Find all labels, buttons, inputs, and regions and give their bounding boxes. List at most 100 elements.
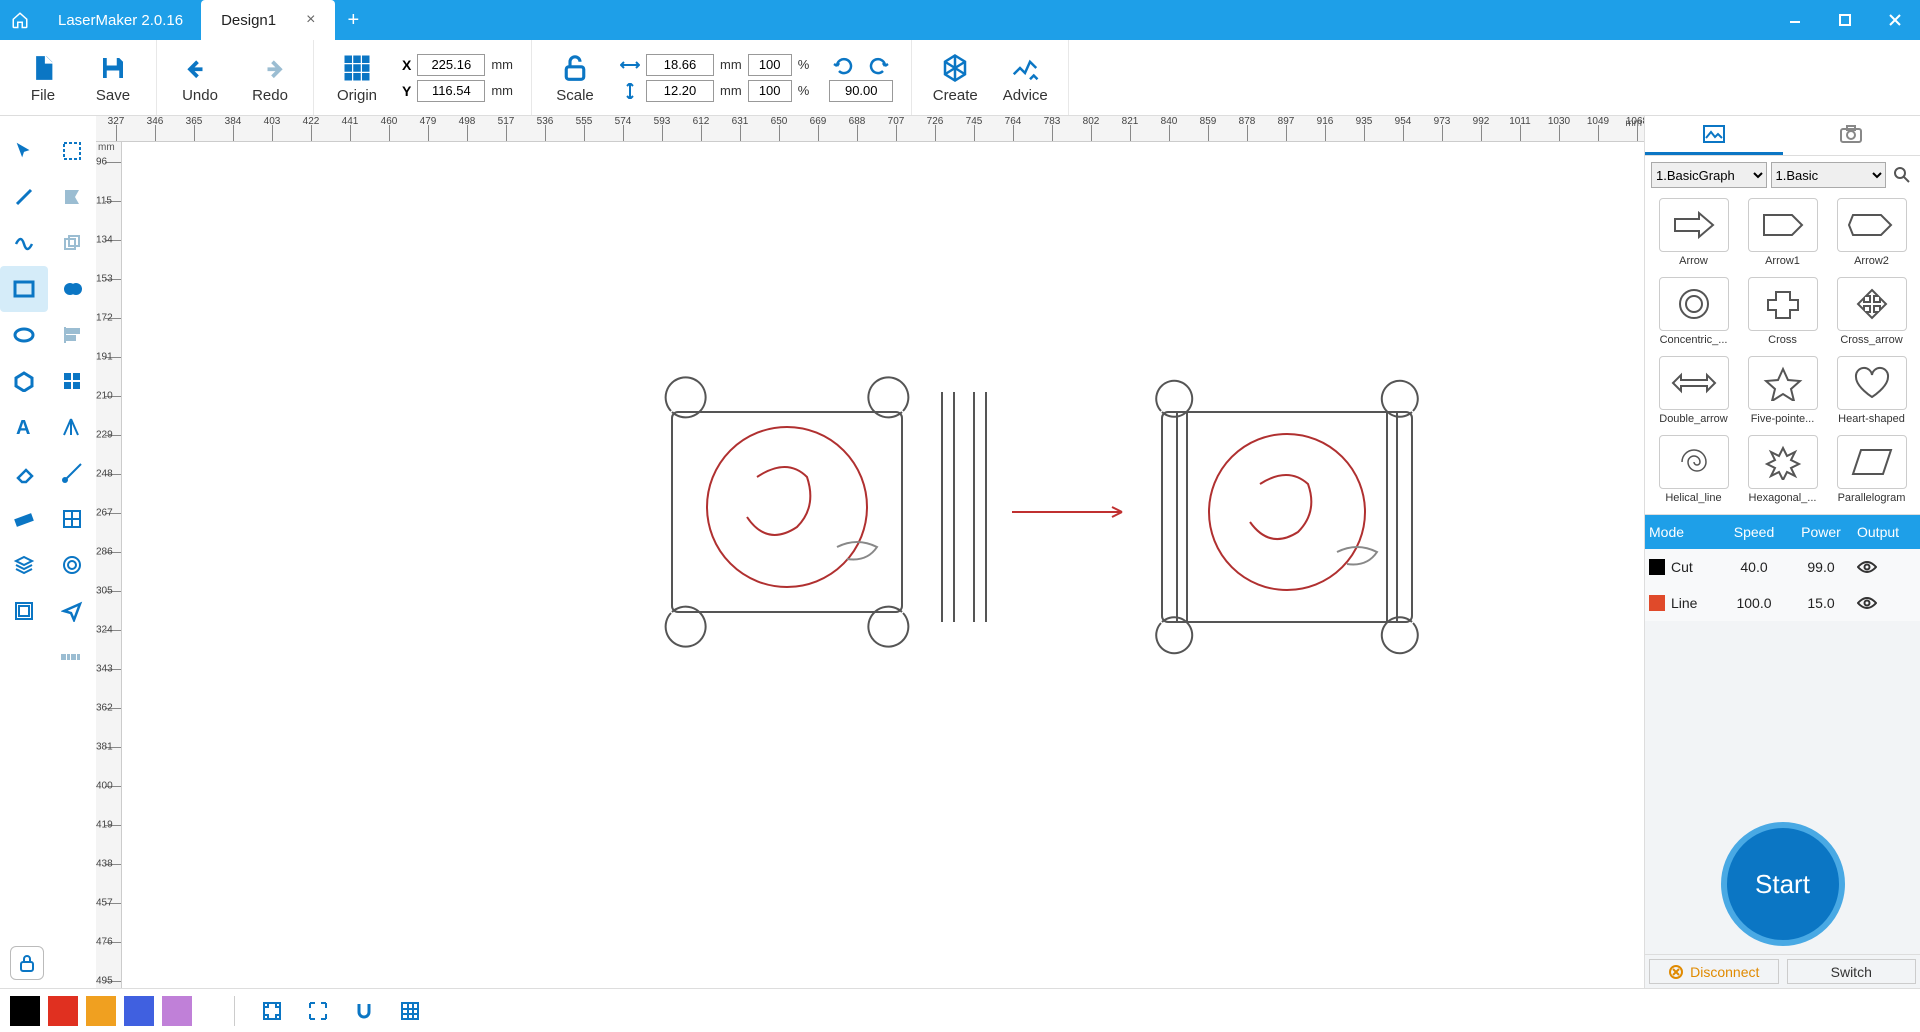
shape-fill-tool[interactable]	[48, 174, 96, 220]
rotation-input[interactable]	[829, 80, 893, 102]
width-icon	[620, 57, 640, 73]
fit-button[interactable]	[253, 992, 291, 1030]
position-inputs: Xmm Ymm	[392, 54, 523, 102]
redo-button[interactable]: Redo	[235, 51, 305, 104]
vertical-ruler: mm96115134153172191210229248267286305324…	[96, 142, 122, 988]
shape-arrow1[interactable]: Arrow1	[1740, 198, 1825, 273]
library-tab[interactable]	[1645, 116, 1783, 155]
shape-hexagonal-[interactable]: Hexagonal_...	[1740, 435, 1825, 510]
search-icon[interactable]	[1890, 163, 1914, 187]
close-window-button[interactable]	[1870, 0, 1920, 40]
x-input[interactable]	[417, 54, 485, 76]
tab-title: Design1	[221, 12, 276, 29]
polygon-tool[interactable]	[0, 358, 48, 404]
disconnect-button[interactable]: Disconnect	[1649, 959, 1779, 984]
mirror-tool[interactable]	[48, 404, 96, 450]
zoom-extents-button[interactable]	[299, 992, 337, 1030]
category-select-2[interactable]: 1.Basic	[1771, 162, 1887, 188]
align-left-tool[interactable]	[48, 312, 96, 358]
width-pct-input[interactable]	[748, 54, 792, 76]
origin-button[interactable]: Origin	[322, 51, 392, 104]
height-input[interactable]	[646, 80, 714, 102]
save-icon	[96, 51, 130, 85]
array-tool[interactable]	[48, 496, 96, 542]
shape-arrow[interactable]: Arrow	[1651, 198, 1736, 273]
shape-heart-shaped[interactable]: Heart-shaped	[1829, 356, 1914, 431]
path-edit-tool[interactable]	[48, 450, 96, 496]
rotate-group	[819, 54, 903, 102]
create-button[interactable]: Create	[920, 51, 990, 104]
document-tab[interactable]: Design1 ×	[201, 0, 335, 40]
frame-tool[interactable]	[0, 588, 48, 634]
rectangle-tool[interactable]	[0, 266, 48, 312]
layer-header: Mode Speed Power Output	[1645, 515, 1920, 549]
layer-row[interactable]: Cut40.099.0	[1645, 549, 1920, 585]
color-swatch[interactable]	[48, 996, 78, 1026]
shape-five-pointe-[interactable]: Five-pointe...	[1740, 356, 1825, 431]
color-swatch[interactable]	[124, 996, 154, 1026]
left-toolbar: A	[0, 116, 96, 988]
send-tool[interactable]	[48, 588, 96, 634]
switch-button[interactable]: Switch	[1787, 959, 1917, 984]
shape-cross[interactable]: Cross	[1740, 277, 1825, 352]
grid-button[interactable]	[391, 992, 429, 1030]
start-button[interactable]: Start	[1721, 822, 1845, 946]
shape-concentric-[interactable]: Concentric_...	[1651, 277, 1736, 352]
ruler-tool[interactable]	[0, 496, 48, 542]
line-tool[interactable]	[0, 174, 48, 220]
select-tool[interactable]	[0, 128, 48, 174]
color-swatch[interactable]	[10, 996, 40, 1026]
shape-double-arrow[interactable]: Double_arrow	[1651, 356, 1736, 431]
home-button[interactable]	[0, 11, 40, 29]
lock-button[interactable]	[10, 946, 44, 980]
canvas[interactable]	[122, 142, 1644, 988]
file-button[interactable]: File	[8, 51, 78, 104]
grid-fill-tool[interactable]	[48, 358, 96, 404]
shape-helical-line[interactable]: Helical_line	[1651, 435, 1736, 510]
text-tool[interactable]: A	[0, 404, 48, 450]
advice-button[interactable]: Advice	[990, 51, 1060, 104]
eraser-tool[interactable]	[0, 450, 48, 496]
horizontal-ruler: mm32734636538440342244146047949851753655…	[96, 116, 1644, 142]
color-swatch[interactable]	[86, 996, 116, 1026]
save-button[interactable]: Save	[78, 51, 148, 104]
width-input[interactable]	[646, 54, 714, 76]
size-inputs: mm % mm %	[610, 54, 819, 102]
add-tab-button[interactable]: +	[335, 9, 371, 32]
minimize-button[interactable]	[1770, 0, 1820, 40]
category-select-1[interactable]: 1.BasicGraph	[1651, 162, 1767, 188]
right-panel: 1.BasicGraph 1.Basic ArrowArrow1Arrow2 Co…	[1644, 116, 1920, 988]
canvas-area: mm32734636538440342244146047949851753655…	[96, 116, 1644, 988]
rotate-cw-icon[interactable]	[866, 54, 890, 78]
trace-tool[interactable]	[48, 634, 96, 680]
camera-tab[interactable]	[1783, 116, 1920, 155]
scale-button[interactable]: Scale	[540, 51, 610, 104]
layers-tool[interactable]	[0, 542, 48, 588]
placeholder-tool	[0, 634, 48, 680]
union-tool[interactable]	[48, 266, 96, 312]
ellipse-tool[interactable]	[0, 312, 48, 358]
y-input[interactable]	[417, 80, 485, 102]
canvas-artwork	[522, 342, 1422, 682]
shape-cross-arrow[interactable]: Cross_arrow	[1829, 277, 1914, 352]
shape-parallelogram[interactable]: Parallelogram	[1829, 435, 1914, 510]
maximize-button[interactable]	[1820, 0, 1870, 40]
undo-icon	[183, 51, 217, 85]
duplicate-tool[interactable]	[48, 220, 96, 266]
create-icon	[938, 51, 972, 85]
offset-tool[interactable]	[48, 542, 96, 588]
undo-button[interactable]: Undo	[165, 51, 235, 104]
layer-row[interactable]: Line100.015.0	[1645, 585, 1920, 621]
height-pct-input[interactable]	[748, 80, 792, 102]
snap-button[interactable]	[345, 992, 383, 1030]
file-icon	[26, 51, 60, 85]
rotate-ccw-icon[interactable]	[832, 54, 856, 78]
shape-arrow2[interactable]: Arrow2	[1829, 198, 1914, 273]
bottom-bar	[0, 988, 1920, 1032]
shape-library: ArrowArrow1Arrow2 Concentric_...CrossCros…	[1645, 194, 1920, 514]
redo-icon	[253, 51, 287, 85]
curve-tool[interactable]	[0, 220, 48, 266]
close-tab-icon[interactable]: ×	[306, 11, 315, 29]
marquee-tool[interactable]	[48, 128, 96, 174]
color-swatch[interactable]	[162, 996, 192, 1026]
